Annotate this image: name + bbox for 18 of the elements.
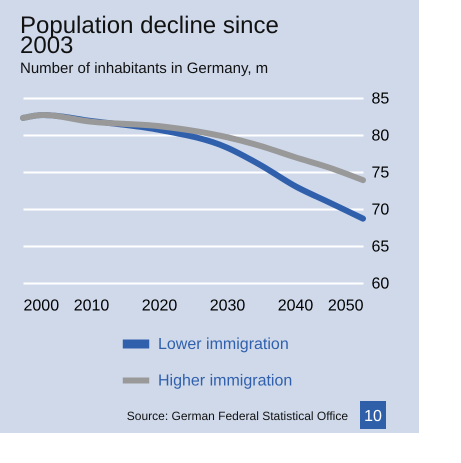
- x-tick-label: 2000: [24, 298, 60, 314]
- chart-subtitle: Number of inhabitants in Germany, m: [20, 60, 268, 77]
- y-tick-label: 80: [372, 128, 390, 144]
- x-tick-label: 2030: [210, 298, 246, 314]
- y-tick-label: 65: [372, 238, 390, 256]
- x-tick-label: 2010: [74, 298, 110, 314]
- legend-label: Lower immigration: [158, 336, 289, 353]
- x-tick-label: 2040: [278, 298, 314, 314]
- x-tick-label: 2020: [142, 298, 178, 314]
- y-tick-label: 75: [372, 164, 390, 182]
- legend-label: Higher immigration: [158, 372, 292, 390]
- y-tick-label: 70: [372, 202, 390, 218]
- y-tick-label: 60: [372, 276, 390, 292]
- text: 10: [364, 408, 382, 425]
- y-tick-label: 85: [372, 90, 390, 108]
- source-note: Source: German Federal Statistical Office: [126, 409, 348, 423]
- x-tick-label: 2050: [328, 298, 364, 314]
- chart-title: Population decline since 2003: [20, 12, 279, 59]
